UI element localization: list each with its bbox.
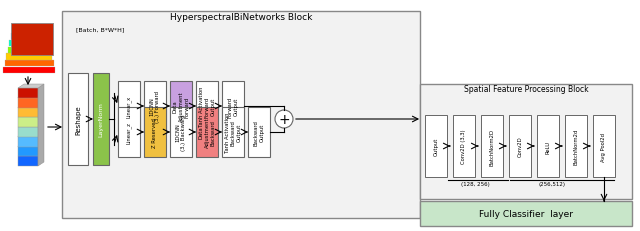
Bar	[11, 24, 53, 56]
Bar	[11, 24, 53, 56]
Bar	[18, 127, 38, 137]
Bar	[453, 116, 475, 177]
Text: Linear_z: Linear_z	[126, 122, 132, 143]
Bar	[18, 88, 38, 98]
Text: Output: Output	[433, 137, 438, 155]
Polygon shape	[18, 85, 44, 89]
Bar	[93, 74, 109, 165]
Bar	[6, 54, 52, 60]
Text: Tanh Activation
Backward
Output: Tanh Activation Backward Output	[225, 112, 241, 153]
Text: ReLU: ReLU	[545, 140, 550, 153]
Bar	[420, 201, 632, 226]
Bar	[170, 82, 192, 131]
Bar	[144, 82, 166, 131]
Bar	[222, 82, 244, 131]
Text: Forward
Output: Forward Output	[228, 96, 239, 117]
Polygon shape	[38, 85, 44, 166]
Bar	[420, 85, 632, 199]
Bar	[3, 67, 55, 74]
Bar	[118, 82, 140, 131]
Text: +: +	[278, 112, 290, 126]
Text: Tanh Activation
Forward
Output: Tanh Activation Forward Output	[198, 86, 215, 127]
Bar	[4, 61, 54, 67]
Bar	[222, 108, 244, 157]
Bar	[196, 108, 218, 157]
Text: Backward
Output: Backward Output	[253, 120, 264, 145]
Bar	[509, 116, 531, 177]
Bar	[537, 116, 559, 177]
Bar	[18, 108, 38, 118]
Text: LayerNorm: LayerNorm	[99, 102, 104, 137]
Text: Avg Pool2d: Avg Pool2d	[602, 132, 607, 161]
Text: Conv2D: Conv2D	[518, 136, 522, 157]
Text: HyperspectralBiNetworks Block: HyperspectralBiNetworks Block	[170, 13, 312, 22]
Text: 1DCNN
(3,) Forward: 1DCNN (3,) Forward	[150, 91, 161, 122]
Text: Spatial Feature Processing Block: Spatial Feature Processing Block	[464, 85, 588, 94]
Bar	[565, 116, 587, 177]
Text: Data
Adjustment
Backward: Data Adjustment Backward	[198, 117, 215, 148]
Bar	[248, 108, 270, 157]
Text: (128, 256): (128, 256)	[461, 182, 490, 187]
Bar	[18, 156, 38, 166]
Bar	[144, 108, 166, 157]
Bar	[12, 27, 46, 33]
Bar	[18, 98, 38, 108]
Bar	[118, 108, 140, 157]
Text: Linear_x: Linear_x	[126, 95, 132, 118]
Bar	[62, 12, 420, 218]
Text: Data
Adjustment
Forward: Data Adjustment Forward	[173, 91, 189, 122]
Bar	[425, 116, 447, 177]
Text: (256,512): (256,512)	[538, 182, 566, 187]
Bar	[8, 47, 51, 54]
Text: Reshape: Reshape	[75, 105, 81, 134]
Bar	[18, 146, 38, 157]
Text: [Batch, B*W*H]: [Batch, B*W*H]	[76, 27, 124, 32]
Bar	[481, 116, 503, 177]
Text: Fully Classifier  layer: Fully Classifier layer	[479, 209, 573, 218]
Text: Z Reserved: Z Reserved	[152, 118, 157, 147]
Bar	[68, 74, 88, 165]
Bar	[18, 137, 38, 147]
Bar	[9, 41, 49, 47]
Text: BatchNorm2d: BatchNorm2d	[573, 128, 579, 164]
Circle shape	[275, 110, 293, 128]
Bar	[170, 108, 192, 157]
Text: 1DCNN
(3,) Backward: 1DCNN (3,) Backward	[175, 114, 186, 151]
Bar	[10, 34, 47, 40]
Text: Conv2D (3,3): Conv2D (3,3)	[461, 129, 467, 164]
Bar	[196, 82, 218, 131]
Text: BatchNorm2D: BatchNorm2D	[490, 128, 495, 165]
Bar	[18, 117, 38, 128]
Bar	[593, 116, 615, 177]
